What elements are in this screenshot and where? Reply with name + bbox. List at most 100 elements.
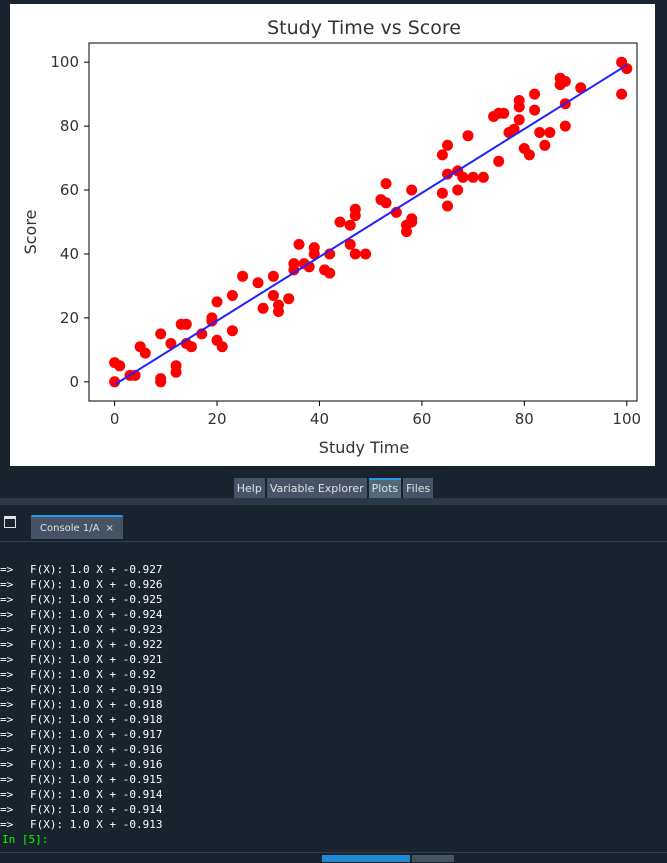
pane-tab-bar: Help Variable Explorer Plots Files (0, 476, 667, 498)
console-line-text: F(X): 1.0 X + -0.92 (30, 668, 156, 681)
console-line: => F(X): 1.0 X + -0.92 (0, 667, 156, 682)
data-point-62 (442, 168, 453, 180)
console-arrow: => (0, 623, 14, 636)
console-line-text: F(X): 1.0 X + -0.916 (30, 743, 163, 756)
console-arrow: => (0, 803, 14, 816)
x-tick-label-80: 80 (515, 410, 534, 428)
data-point-29 (267, 290, 279, 301)
console-arrow: => (0, 638, 14, 651)
data-point-71 (493, 155, 505, 167)
data-point-21 (211, 296, 223, 308)
console-arrow: => (0, 668, 14, 681)
data-point-51 (380, 197, 392, 209)
data-point-73 (498, 107, 510, 119)
tab-files[interactable]: Files (403, 478, 434, 498)
y-tick-label-0: 0 (69, 373, 79, 391)
data-point-58 (406, 184, 418, 196)
data-point-22 (216, 341, 228, 353)
data-point-85 (544, 127, 556, 138)
console-arrow: => (0, 653, 14, 666)
tab-variable-explorer[interactable]: Variable Explorer (266, 478, 367, 498)
y-tick-label-40: 40 (60, 245, 79, 263)
console-arrow: => (0, 788, 14, 801)
console-prompt[interactable]: In [5]: (2, 833, 49, 846)
console-line-text: F(X): 1.0 X + -0.924 (30, 608, 163, 621)
data-point-88 (559, 75, 571, 87)
console-line-text: F(X): 1.0 X + -0.918 (30, 713, 163, 726)
axes-frame (88, 42, 638, 402)
tab-console[interactable]: Console 1/A × (31, 515, 123, 539)
y-tick-label-20: 20 (60, 309, 79, 327)
data-point-44 (344, 238, 356, 250)
console-arrow: => (0, 818, 14, 831)
data-point-26 (252, 277, 264, 289)
console-line: => F(X): 1.0 X + -0.918 (0, 697, 162, 712)
tab-plots[interactable]: Plots (368, 478, 402, 498)
console-line: => F(X): 1.0 X + -0.915 (0, 772, 162, 787)
console-line: => F(X): 1.0 X + -0.914 (0, 787, 162, 802)
console-line-text: F(X): 1.0 X + -0.915 (30, 773, 163, 786)
data-point-57 (406, 216, 418, 228)
console-arrow: => (0, 713, 14, 726)
plots-pane: Study Time vs Score 0 20 40 60 80 100 0 20 40 60 8… (10, 4, 655, 466)
console-line: => F(X): 1.0 X + -0.921 (0, 652, 162, 667)
pane-splitter[interactable] (0, 498, 667, 505)
data-point-32 (283, 293, 295, 305)
data-point-93 (616, 88, 628, 100)
plot-figure[interactable]: Study Time vs Score 0 20 40 60 80 100 0 20 40 60 8… (10, 4, 655, 466)
data-point-48 (349, 248, 361, 260)
x-axis-label: Study Time (319, 438, 409, 457)
console-line-text: F(X): 1.0 X + -0.927 (30, 563, 163, 576)
data-point-12 (170, 360, 182, 372)
bottom-tab-active[interactable] (322, 855, 410, 862)
data-point-42 (324, 267, 336, 279)
data-point-49 (360, 248, 372, 260)
console-line-text: F(X): 1.0 X + -0.916 (30, 758, 163, 771)
console-line: => F(X): 1.0 X + -0.926 (0, 577, 162, 592)
data-point-2 (114, 360, 126, 372)
data-point-27 (257, 302, 269, 314)
x-tick-label-100: 100 (612, 410, 641, 428)
data-point-34 (288, 264, 300, 276)
console-arrow: => (0, 773, 14, 786)
data-point-35 (293, 238, 305, 250)
console-line-text: F(X): 1.0 X + -0.921 (30, 653, 163, 666)
data-point-67 (462, 130, 474, 142)
data-point-69 (477, 171, 489, 183)
data-point-76 (513, 114, 525, 126)
x-tick-label-0: 0 (110, 410, 120, 428)
data-point-43 (334, 216, 346, 228)
data-point-28 (267, 270, 279, 282)
console-line: => F(X): 1.0 X + -0.927 (0, 562, 162, 577)
data-point-55 (401, 226, 412, 238)
data-point-6 (139, 347, 151, 359)
console-output[interactable]: => F(X): 1.0 X + -0.927 => F(X): 1.0 X + -0… (0, 542, 667, 852)
data-point-47 (349, 203, 361, 215)
data-point-81 (529, 88, 541, 100)
console-line-text: F(X): 1.0 X + -0.919 (30, 683, 163, 696)
data-point-64 (452, 184, 464, 196)
console-line: => F(X): 1.0 X + -0.916 (0, 757, 162, 772)
data-point-78 (513, 101, 525, 113)
data-point-19 (206, 315, 218, 327)
console-arrow: => (0, 698, 14, 711)
console-header: Console 1/A × (0, 505, 667, 542)
y-tick-label-60: 60 (60, 181, 79, 199)
console-arrow: => (0, 743, 14, 756)
console-line: => F(X): 1.0 X + -0.922 (0, 637, 162, 652)
console-line: => F(X): 1.0 X + -0.917 (0, 727, 162, 742)
bottom-tab[interactable] (412, 855, 454, 862)
console-line-text: F(X): 1.0 X + -0.917 (30, 728, 163, 741)
window-icon[interactable] (4, 516, 16, 528)
data-point-10 (165, 338, 177, 349)
console-line-text: F(X): 1.0 X + -0.923 (30, 623, 163, 636)
console-line-text: F(X): 1.0 X + -0.918 (30, 698, 163, 711)
data-point-0 (109, 376, 121, 388)
data-point-60 (436, 187, 448, 199)
tab-help[interactable]: Help (233, 478, 265, 498)
data-point-59 (436, 149, 448, 161)
data-point-80 (523, 149, 535, 161)
data-point-84 (539, 139, 551, 151)
close-icon[interactable]: × (105, 522, 114, 534)
x-tick-label-60: 60 (412, 410, 431, 428)
